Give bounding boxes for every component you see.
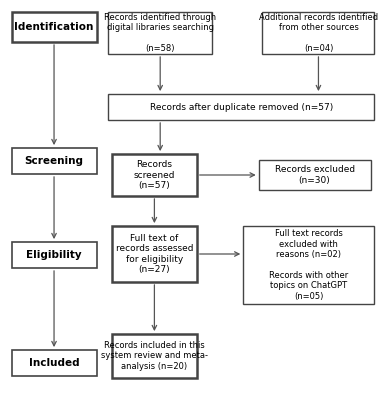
Text: Records after duplicate removed (n=57): Records after duplicate removed (n=57) bbox=[150, 102, 333, 112]
Text: Identification: Identification bbox=[14, 22, 94, 32]
FancyBboxPatch shape bbox=[108, 12, 212, 54]
FancyBboxPatch shape bbox=[262, 12, 374, 54]
Text: Full text of
records assessed
for eligibility
(n=27): Full text of records assessed for eligib… bbox=[116, 234, 193, 274]
Text: Additional records identified
from other sources

(n=04): Additional records identified from other… bbox=[259, 13, 378, 53]
Text: Full text records
excluded with
reasons (n=02)

Records with other
topics on Cha: Full text records excluded with reasons … bbox=[269, 229, 349, 301]
FancyBboxPatch shape bbox=[12, 12, 96, 42]
FancyBboxPatch shape bbox=[108, 94, 374, 120]
Text: Records
screened
(n=57): Records screened (n=57) bbox=[134, 160, 175, 190]
FancyBboxPatch shape bbox=[112, 154, 197, 196]
Text: Records identified through
digital libraries searching

(n=58): Records identified through digital libra… bbox=[104, 13, 216, 53]
FancyBboxPatch shape bbox=[12, 350, 96, 376]
Text: Records excluded
(n=30): Records excluded (n=30) bbox=[274, 165, 355, 185]
FancyBboxPatch shape bbox=[112, 226, 197, 282]
FancyBboxPatch shape bbox=[243, 226, 374, 304]
Text: Included: Included bbox=[29, 358, 80, 368]
Text: Eligibility: Eligibility bbox=[26, 250, 82, 260]
Text: Records included in this
system review and meta-
analysis (n=20): Records included in this system review a… bbox=[101, 341, 208, 371]
Text: Screening: Screening bbox=[25, 156, 83, 166]
FancyBboxPatch shape bbox=[112, 334, 197, 378]
FancyBboxPatch shape bbox=[259, 160, 371, 190]
FancyBboxPatch shape bbox=[12, 148, 96, 174]
FancyBboxPatch shape bbox=[12, 242, 96, 268]
